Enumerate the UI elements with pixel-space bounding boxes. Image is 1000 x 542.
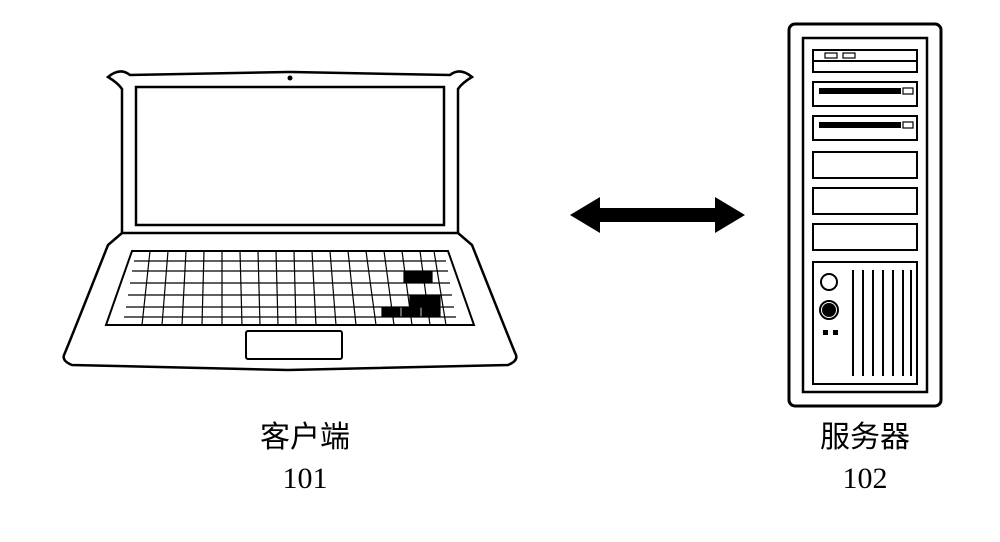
client-label-text: 客户端 <box>260 421 350 454</box>
client-node <box>60 65 520 465</box>
laptop-icon <box>60 65 520 375</box>
diagram-canvas: 客户端 101 服务器 102 <box>0 0 1000 542</box>
client-label: 客户端 101 <box>205 418 405 499</box>
server-label-number: 102 <box>843 462 888 495</box>
server-label: 服务器 102 <box>785 418 945 499</box>
bidirectional-arrow-icon <box>570 195 745 235</box>
connection-arrow <box>570 195 745 235</box>
server-label-text: 服务器 <box>820 421 910 454</box>
client-label-number: 101 <box>283 462 328 495</box>
server-icon <box>785 20 945 410</box>
